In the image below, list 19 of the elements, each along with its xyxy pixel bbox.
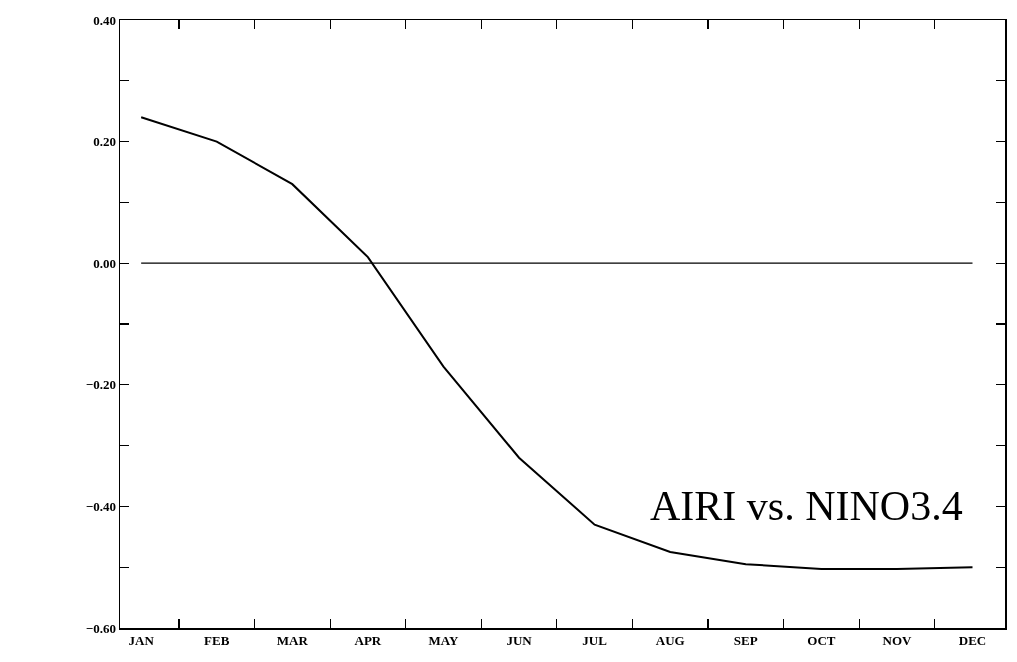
x-tick-label: JAN bbox=[128, 633, 155, 649]
y-tick-label: 0.20 bbox=[93, 134, 116, 150]
y-tick-label: −0.60 bbox=[85, 620, 116, 636]
y-tick-label: −0.20 bbox=[85, 377, 116, 393]
x-tick-label: JUN bbox=[506, 633, 533, 649]
x-tick-label: DEC bbox=[958, 633, 987, 649]
annotation: AIRI vs. NINO3.4 bbox=[650, 483, 963, 529]
x-tick-label: JUL bbox=[582, 633, 608, 649]
x-tick-label: OCT bbox=[807, 633, 836, 649]
x-tick-label: MAR bbox=[276, 633, 309, 649]
x-tick-label: FEB bbox=[204, 633, 230, 649]
x-tick-label: APR bbox=[354, 633, 382, 649]
x-tick-label: NOV bbox=[882, 633, 912, 649]
y-tick-label: 0.00 bbox=[93, 255, 116, 271]
x-tick-label: SEP bbox=[733, 633, 758, 649]
y-tick-label: 0.40 bbox=[93, 12, 116, 28]
x-tick-label: AUG bbox=[655, 633, 685, 649]
x-tick-label: MAY bbox=[428, 633, 460, 649]
y-tick-label: −0.40 bbox=[85, 498, 116, 514]
